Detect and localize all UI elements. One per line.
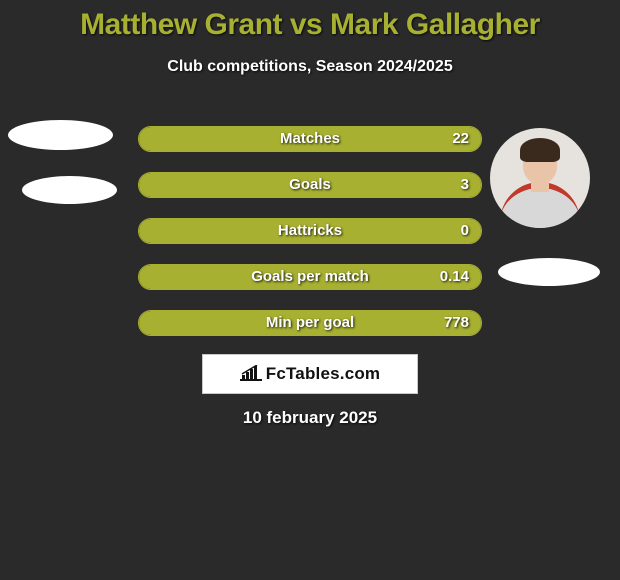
brand-text: FcTables.com (266, 364, 381, 384)
page-subtitle: Club competitions, Season 2024/2025 (0, 58, 620, 76)
club-badge-left-2 (22, 176, 117, 204)
stat-bar-value: 3 (461, 173, 469, 197)
stat-bar: Min per goal 778 (138, 310, 482, 336)
club-badge-left-1 (8, 120, 113, 150)
brand-box: FcTables.com (202, 354, 418, 394)
stat-bar: Goals 3 (138, 172, 482, 198)
stat-bar: Matches 22 (138, 126, 482, 152)
stat-bar-label: Min per goal (266, 311, 354, 335)
stat-bar-value: 0.14 (440, 265, 469, 289)
page-date: 10 february 2025 (0, 408, 620, 428)
player-avatar-right (490, 128, 590, 228)
stat-bar-label: Hattricks (278, 219, 342, 243)
stat-bar-value: 778 (444, 311, 469, 335)
page-title: Matthew Grant vs Mark Gallagher (0, 0, 620, 42)
club-badge-right-1 (498, 258, 600, 286)
stat-bar-label: Matches (280, 127, 340, 151)
stat-bar-value: 0 (461, 219, 469, 243)
stat-bar: Goals per match 0.14 (138, 264, 482, 290)
stat-bars: Matches 22 Goals 3 Hattricks 0 Goals per match… (138, 126, 482, 356)
stat-bar-label: Goals (289, 173, 331, 197)
bar-chart-icon (240, 365, 262, 383)
stat-bar-label: Goals per match (251, 265, 369, 289)
stat-bar: Hattricks 0 (138, 218, 482, 244)
stat-bar-value: 22 (452, 127, 469, 151)
